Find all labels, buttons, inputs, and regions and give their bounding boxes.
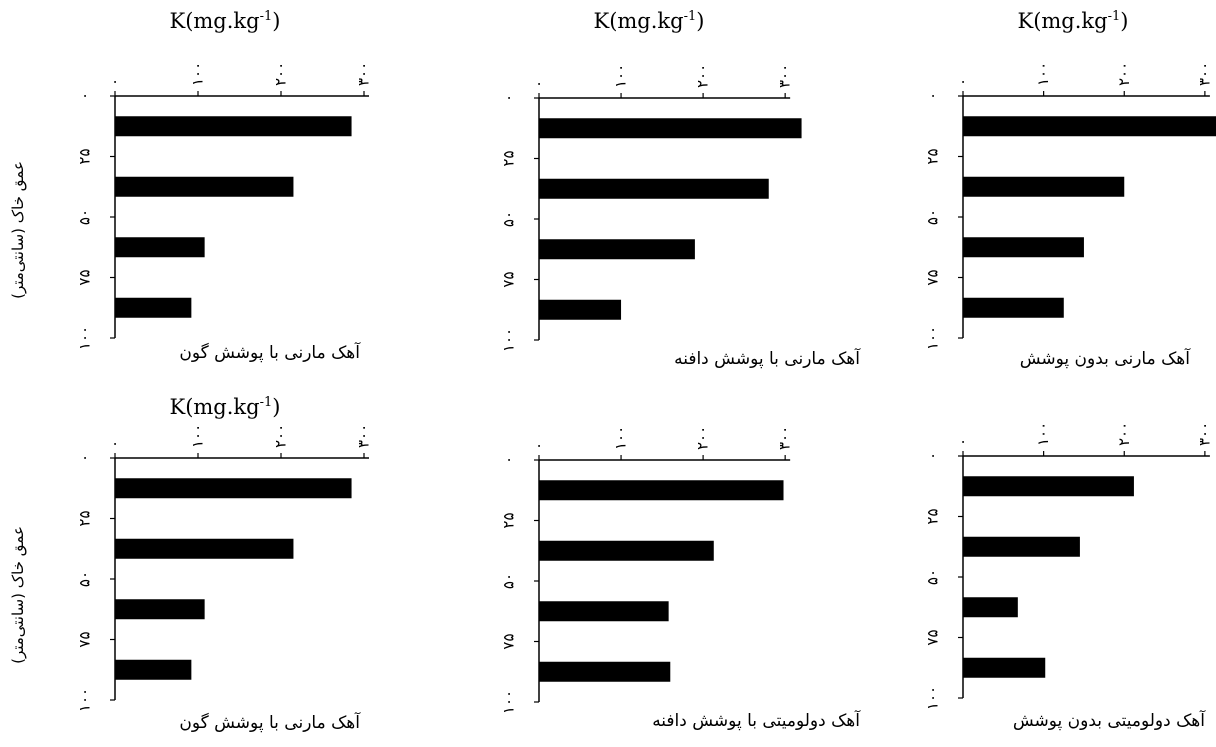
panel-caption: آهک مارنی بدون پوشش [1020,347,1192,369]
x-tick-label: ۲۰۰ [694,426,712,450]
bar [963,116,1216,137]
bar [963,176,1125,197]
x-tick-label: ۱۰۰ [189,424,207,448]
x-tick-label: ۲۰۰ [694,64,712,88]
y-tick-label: ۱۰۰ [76,326,94,350]
y-tick-label: ۷۵ [924,269,942,285]
bar [115,116,352,137]
y-tick-label: ۲۵ [76,148,94,164]
bar [115,659,192,680]
bar [539,661,671,682]
bar [115,538,294,559]
y-tick-label: ۲۵ [500,512,518,528]
bar [539,601,669,622]
y-tick-label: ۰ [76,92,94,100]
x-tick-label: ۳۰۰ [776,426,794,450]
x-tick-label: ۰ [106,78,124,86]
bar [963,476,1134,497]
bar [963,657,1046,678]
x-tick-label: ۳۰۰ [1195,62,1213,86]
x-axis-title: K(mg.kg-1) [1018,9,1129,33]
x-tick-label: ۱۰۰ [1034,422,1052,446]
y-tick-label: ۷۵ [76,631,94,647]
x-tick-label: ۰ [954,438,972,446]
panel-caption: آهک دولومیتی با پوشش دافنه [652,709,861,731]
x-tick-label: ۰ [530,80,548,88]
bar [539,540,714,561]
y-tick-label: ۵۰ [924,209,942,225]
x-axis-title: K(mg.kg-1) [594,9,705,33]
bar [115,478,352,499]
panel-caption: آهک مارنی با پوشش گون [179,341,361,363]
y-tick-label: ۱۰۰ [924,326,942,350]
y-tick-label: ۵۰ [76,209,94,225]
y-tick-label: ۵۰ [924,569,942,585]
x-tick-label: ۱۰۰ [612,426,630,450]
y-tick-label: ۲۵ [76,510,94,526]
bar [539,239,695,260]
y-tick-label: ۰ [500,456,518,464]
y-tick-label: ۵۰ [76,571,94,587]
panel-caption: آهک مارنی با پوشش گون [179,711,361,733]
x-tick-label: ۰ [106,440,124,448]
x-axis-title: K(mg.kg-1) [170,9,281,33]
y-tick-label: ۷۵ [76,269,94,285]
x-tick-label: ۰ [530,442,548,450]
y-tick-label: ۰ [76,454,94,462]
x-tick-label: ۱۰۰ [189,62,207,86]
y-tick-label: ۱۰۰ [924,686,942,710]
x-axis-title: K(mg.kg-1) [170,395,281,419]
panel-caption: آهک مارنی با پوشش دافنه [674,347,861,369]
bar [963,536,1080,557]
y-tick-label: ۲۵ [924,148,942,164]
y-tick-label: ۵۰ [500,573,518,589]
y-tick-label: ۱۰۰ [500,690,518,714]
x-tick-label: ۱۰۰ [1034,62,1052,86]
x-tick-label: ۰ [954,78,972,86]
y-tick-label: ۰ [924,452,942,460]
bar [115,599,205,620]
panel-caption: آهک دولومیتی بدون پوشش [1013,709,1206,731]
x-tick-label: ۲۰۰ [272,62,290,86]
y-tick-label: ۰ [500,94,518,102]
x-tick-label: ۲۰۰ [272,424,290,448]
y-tick-label: ۱۰۰ [500,328,518,352]
bar [115,237,205,258]
x-tick-label: ۲۰۰ [1115,422,1133,446]
y-tick-label: ۵۰ [500,211,518,227]
x-tick-label: ۳۰۰ [355,424,373,448]
bar [963,597,1018,618]
y-tick-label: ۷۵ [500,271,518,287]
y-tick-label: ۲۵ [500,150,518,166]
bar [539,299,622,320]
bar [115,176,294,197]
x-tick-label: ۳۰۰ [776,64,794,88]
bar [539,480,784,501]
y-tick-label: ۰ [924,92,942,100]
y-tick-label: ۲۵ [924,508,942,524]
bar [539,178,769,199]
x-tick-label: ۲۰۰ [1115,62,1133,86]
y-tick-label: ۷۵ [924,629,942,645]
bar [539,118,802,139]
x-tick-label: ۱۰۰ [612,64,630,88]
x-tick-label: ۳۰۰ [355,62,373,86]
x-tick-label: ۳۰۰ [1195,422,1213,446]
bar [963,237,1084,258]
y-tick-label: ۱۰۰ [76,688,94,712]
bar [115,297,192,318]
bar [963,297,1064,318]
y-tick-label: ۷۵ [500,633,518,649]
